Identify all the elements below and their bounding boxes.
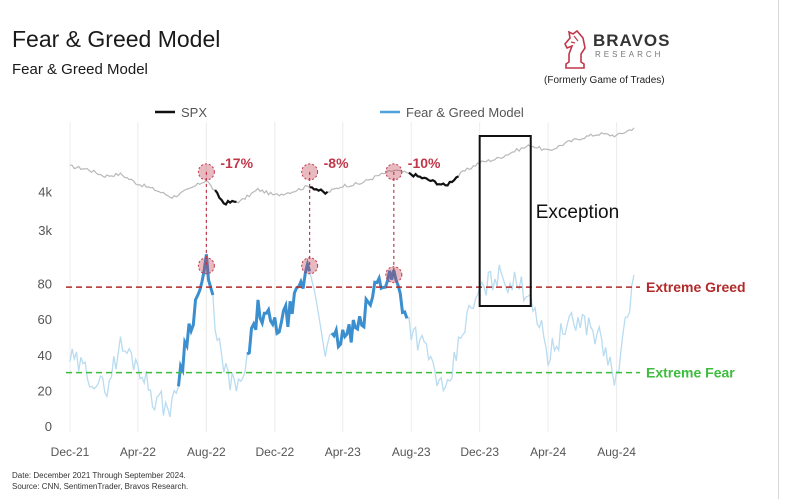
brand-sub: RESEARCH	[595, 50, 664, 59]
threshold-label: Extreme Greed	[646, 279, 746, 295]
annotation-label: -8%	[324, 155, 349, 171]
exception-box	[478, 135, 532, 307]
x-tick-label: Aug-22	[187, 445, 226, 459]
spx-drawdown-segment	[214, 189, 237, 206]
x-tick-label: Aug-23	[392, 445, 431, 459]
brand-note: (Formerly Game of Trades)	[544, 75, 665, 86]
knight-chess-piece-icon	[564, 29, 586, 69]
annotation-marker-spx	[301, 163, 319, 181]
spx-tick-label: 3k	[38, 223, 52, 238]
annotation-marker-fg	[385, 266, 403, 284]
legend-label: Fear & Greed Model	[406, 105, 524, 120]
chart-svg: Dec-21 Apr-22 Aug-22 Dec-22 Apr-23 Aug-23 Dec-…	[38, 105, 746, 459]
spx-drawdown-segment	[408, 171, 459, 187]
threshold-label: Extreme Fear	[646, 365, 735, 381]
x-tick-label: Aug-24	[597, 445, 636, 459]
fg-tick-label: 60	[38, 312, 52, 327]
x-tick-label: Dec-21	[51, 445, 90, 459]
annotation-marker-spx	[197, 163, 215, 181]
x-tick-label: Apr-23	[325, 445, 361, 459]
spx-series-line	[69, 127, 635, 206]
fg-rally-segment	[330, 269, 409, 350]
chart-card: Fear & Greed Model Fear & Greed Model BR…	[12, 0, 779, 499]
annotation-marker-spx	[385, 163, 403, 181]
brand-block: BRAVOS RESEARCH (Formerly Game of Trades…	[544, 28, 700, 88]
spx-tick-label: 4k	[38, 184, 52, 199]
fg-tick-label: 40	[38, 348, 52, 363]
annotation-marker-fg	[301, 257, 319, 275]
annotation-label: -10%	[408, 155, 441, 171]
spx-drawdown-segment	[309, 186, 329, 196]
annotation-label: -17%	[220, 155, 253, 171]
exception-label: Exception	[536, 202, 619, 223]
x-tick-label: Dec-22	[255, 445, 294, 459]
page-subtitle: Fear & Greed Model	[12, 61, 148, 78]
fg-tick-label: 0	[45, 419, 52, 434]
page-title: Fear & Greed Model	[12, 26, 221, 52]
legend-label: SPX	[181, 105, 207, 120]
x-tick-label: Apr-24	[530, 445, 566, 459]
footer-source-note: Source: CNN, SentimenTrader, Bravos Rese…	[12, 482, 189, 491]
x-tick-label: Dec-23	[460, 445, 499, 459]
fg-rally-segment	[177, 254, 215, 387]
x-tick-label: Apr-22	[120, 445, 156, 459]
fg-tick-label: 80	[38, 277, 52, 292]
fg-rally-segment	[246, 258, 312, 356]
footer-date-note: Date: December 2021 Through September 20…	[12, 471, 186, 480]
brand-name: BRAVOS	[593, 31, 671, 50]
annotation-marker-fg	[197, 257, 215, 275]
fg-tick-label: 20	[38, 383, 52, 398]
